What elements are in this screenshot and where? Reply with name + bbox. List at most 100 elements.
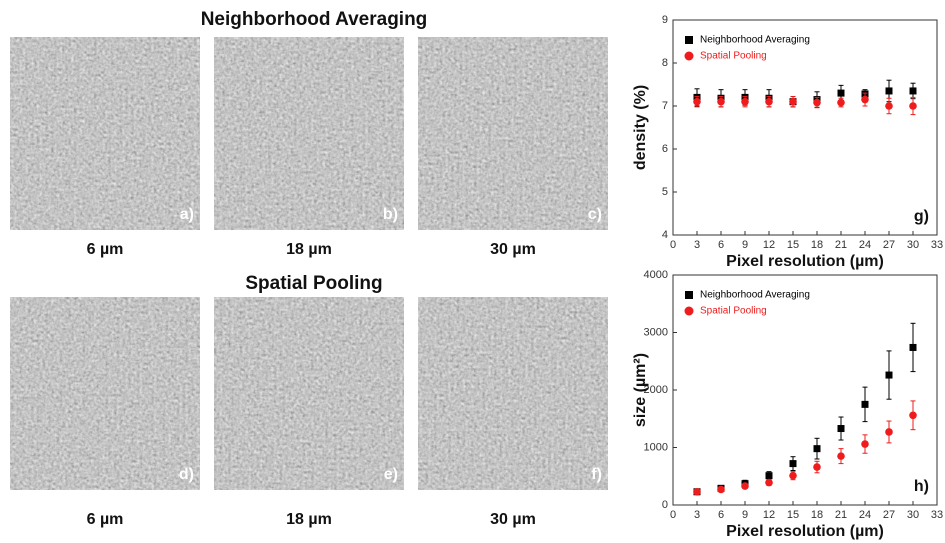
x-tick-label: 12 [763, 509, 775, 521]
y-tick-label: 0 [662, 499, 668, 511]
x-axis-label: Pixel resolution (µm) [726, 523, 884, 540]
point [693, 97, 701, 106]
point [837, 89, 845, 97]
point [813, 98, 821, 107]
row-title: Neighborhood Averaging [201, 9, 428, 30]
panel-label: b) [383, 206, 398, 223]
x-tick-label: 33 [931, 239, 943, 251]
legend-marker [685, 291, 693, 299]
panel-label: e) [384, 466, 398, 483]
x-tick-label: 21 [835, 509, 847, 521]
red-detections [10, 297, 200, 490]
x-tick-label: 12 [763, 239, 775, 251]
point [789, 97, 797, 106]
y-tick-label: 1000 [644, 441, 668, 453]
legend-marker [684, 306, 694, 316]
panel-label: d) [179, 466, 194, 483]
x-tick-label: 9 [742, 239, 748, 251]
point [885, 102, 893, 110]
point [837, 452, 845, 460]
y-tick-label: 4000 [644, 269, 668, 281]
y-tick-label: 5 [662, 186, 668, 198]
red-detections [418, 297, 608, 490]
point [885, 87, 893, 95]
x-tick-label: 18 [811, 239, 823, 251]
x-tick-label: 30 [907, 509, 919, 521]
point [813, 445, 821, 453]
legend-label: Neighborhood Averaging [700, 290, 810, 301]
point [885, 428, 893, 436]
point [717, 97, 725, 106]
x-tick-label: 3 [694, 509, 700, 521]
x-tick-label: 27 [883, 239, 895, 251]
point [909, 343, 917, 351]
legend-label: Neighborhood Averaging [700, 35, 810, 46]
panel-label: g) [914, 208, 929, 225]
x-tick-label: 3 [694, 239, 700, 251]
point [789, 471, 797, 480]
x-tick-label: 15 [787, 509, 799, 521]
y-tick-label: 6 [662, 143, 668, 155]
point [837, 425, 845, 433]
resolution-label: 30 µm [490, 511, 536, 528]
point [765, 478, 773, 487]
resolution-label: 6 µm [87, 511, 124, 528]
panel-label: f) [591, 466, 602, 483]
y-tick-label: 8 [662, 57, 668, 69]
y-tick-label: 4 [662, 229, 668, 241]
x-tick-label: 0 [670, 239, 676, 251]
x-tick-label: 30 [907, 239, 919, 251]
x-tick-label: 24 [859, 239, 871, 251]
legend-label: Spatial Pooling [700, 51, 767, 62]
point [789, 460, 797, 468]
x-tick-label: 33 [931, 509, 943, 521]
point [861, 400, 869, 408]
panel-label: c) [588, 206, 602, 223]
red-detections [214, 37, 404, 230]
point [813, 463, 821, 471]
y-tick-label: 3000 [644, 326, 668, 338]
y-tick-label: 9 [662, 14, 668, 26]
red-detections [214, 297, 404, 490]
legend-label: Spatial Pooling [700, 306, 767, 317]
point [741, 97, 749, 106]
panel-label: h) [914, 478, 929, 495]
y-tick-label: 7 [662, 100, 668, 112]
red-detections [10, 37, 200, 230]
point [717, 485, 725, 494]
x-tick-label: 18 [811, 509, 823, 521]
point [861, 440, 869, 448]
point [909, 102, 917, 110]
row-title: Spatial Pooling [245, 273, 382, 294]
point [837, 98, 845, 107]
red-detections [418, 37, 608, 230]
y-tick-label: 2000 [644, 384, 668, 396]
panel-label: a) [180, 206, 194, 223]
point [693, 487, 701, 496]
resolution-label: 18 µm [286, 511, 332, 528]
legend-marker [685, 36, 693, 44]
y-axis-label: density (%) [632, 85, 649, 170]
x-tick-label: 21 [835, 239, 847, 251]
point [765, 472, 773, 480]
x-tick-label: 6 [718, 239, 724, 251]
resolution-label: 30 µm [490, 241, 536, 258]
x-tick-label: 15 [787, 239, 799, 251]
point [909, 411, 917, 420]
x-tick-label: 27 [883, 509, 895, 521]
point [861, 95, 869, 104]
y-axis-label: size (µm²) [632, 353, 649, 427]
resolution-label: 18 µm [286, 241, 332, 258]
point [741, 482, 749, 490]
x-tick-label: 9 [742, 509, 748, 521]
x-tick-label: 24 [859, 509, 871, 521]
plot-frame [672, 19, 938, 236]
x-axis-label: Pixel resolution (µm) [726, 253, 884, 270]
x-tick-label: 6 [718, 509, 724, 521]
point [909, 87, 917, 95]
legend-marker [684, 51, 694, 61]
point [885, 371, 893, 379]
x-tick-label: 0 [670, 509, 676, 521]
point [765, 97, 773, 106]
